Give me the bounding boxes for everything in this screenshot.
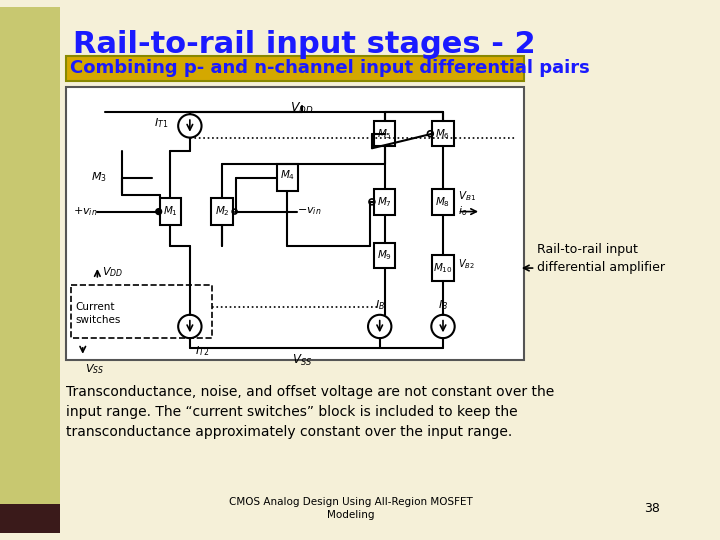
FancyBboxPatch shape bbox=[66, 87, 524, 360]
Text: $I_{T1}$: $I_{T1}$ bbox=[154, 116, 168, 130]
Text: $M_9$: $M_9$ bbox=[377, 248, 392, 262]
Text: $V_{B2}$: $V_{B2}$ bbox=[458, 257, 474, 271]
Bar bbox=[374, 243, 395, 268]
Text: $M_3$: $M_3$ bbox=[91, 171, 107, 184]
Text: $-v_{in}$: $-v_{in}$ bbox=[297, 206, 321, 218]
FancyBboxPatch shape bbox=[0, 7, 60, 533]
FancyBboxPatch shape bbox=[0, 504, 60, 533]
Text: $I_{T2}$: $I_{T2}$ bbox=[194, 344, 209, 358]
Text: $M_{10}$: $M_{10}$ bbox=[433, 261, 453, 275]
Text: $V_{B1}$: $V_{B1}$ bbox=[458, 189, 476, 203]
Circle shape bbox=[156, 208, 161, 214]
Text: $M_4$: $M_4$ bbox=[279, 168, 294, 183]
Text: Combining p- and n-channel input differential pairs: Combining p- and n-channel input differe… bbox=[70, 59, 590, 77]
Bar bbox=[374, 189, 395, 214]
Bar bbox=[160, 198, 181, 225]
Text: $V_{DD}$: $V_{DD}$ bbox=[290, 100, 314, 116]
Text: $M_8$: $M_8$ bbox=[436, 195, 451, 209]
Bar bbox=[276, 164, 298, 191]
Text: $V_{SS}$: $V_{SS}$ bbox=[85, 362, 104, 376]
Bar bbox=[374, 121, 395, 146]
Text: $I_B$: $I_B$ bbox=[438, 298, 448, 312]
Text: $M_6$: $M_6$ bbox=[436, 127, 451, 140]
Text: 38: 38 bbox=[644, 502, 660, 515]
Text: $M_7$: $M_7$ bbox=[377, 195, 392, 209]
Bar bbox=[211, 198, 233, 225]
Text: $M_5$: $M_5$ bbox=[377, 127, 392, 140]
Text: $I_B$: $I_B$ bbox=[374, 298, 384, 312]
Text: CMOS Analog Design Using All-Region MOSFET
Modeling: CMOS Analog Design Using All-Region MOSF… bbox=[229, 497, 472, 520]
Bar bbox=[432, 189, 454, 214]
Text: $M_1$: $M_1$ bbox=[163, 205, 178, 219]
Text: Rail-to-rail input
differential amplifier: Rail-to-rail input differential amplifie… bbox=[537, 243, 665, 274]
Text: $V_{SS}$: $V_{SS}$ bbox=[292, 353, 312, 368]
Bar bbox=[432, 121, 454, 146]
Text: Transconductance, noise, and offset voltage are not constant over the
input rang: Transconductance, noise, and offset volt… bbox=[66, 385, 554, 439]
Text: $V_{DD}$: $V_{DD}$ bbox=[102, 265, 123, 279]
Text: Current
switches: Current switches bbox=[75, 302, 120, 325]
Bar bbox=[432, 255, 454, 281]
Text: $+v_{in}$: $+v_{in}$ bbox=[73, 205, 97, 218]
Text: Rail-to-rail input stages - 2: Rail-to-rail input stages - 2 bbox=[73, 30, 536, 59]
Text: $M_2$: $M_2$ bbox=[215, 205, 230, 219]
Text: $i_o$: $i_o$ bbox=[458, 205, 467, 219]
FancyBboxPatch shape bbox=[66, 56, 524, 81]
